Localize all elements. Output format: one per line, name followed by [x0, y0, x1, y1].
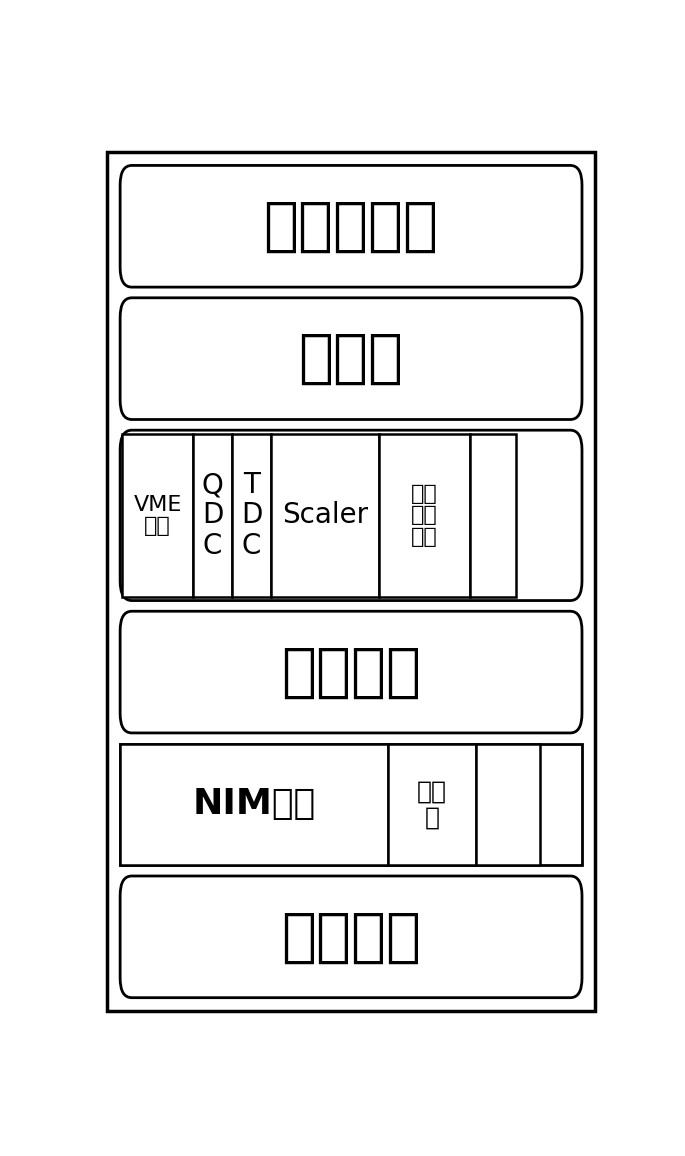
Bar	[379, 434, 470, 596]
FancyBboxPatch shape	[120, 612, 582, 733]
Text: Q
D
C: Q D C	[202, 472, 223, 560]
Text: NIM机笱: NIM机笱	[192, 787, 316, 822]
Text: 低阈
値籁
别器: 低阈 値籁 别器	[411, 483, 438, 547]
Text: VME
机笱: VME 机笱	[134, 495, 182, 536]
Bar	[232, 434, 271, 596]
FancyBboxPatch shape	[120, 430, 582, 601]
Text: 高压电源: 高压电源	[281, 909, 421, 965]
Text: 转换开关: 转换开关	[281, 644, 421, 701]
Bar	[271, 434, 379, 596]
Bar	[193, 434, 232, 596]
FancyBboxPatch shape	[120, 165, 582, 287]
FancyBboxPatch shape	[120, 298, 582, 420]
Bar	[120, 743, 388, 866]
FancyBboxPatch shape	[120, 876, 582, 998]
Text: Scaler: Scaler	[282, 502, 368, 529]
Text: T
D
C: T D C	[241, 472, 262, 560]
Bar	[120, 743, 582, 866]
Bar	[470, 434, 516, 596]
Bar	[122, 434, 193, 596]
Text: 示波器: 示波器	[299, 331, 403, 387]
Text: 信号发生器: 信号发生器	[264, 198, 438, 254]
Bar	[476, 743, 540, 866]
Text: 放大
器: 放大 器	[417, 779, 447, 829]
Bar	[388, 743, 476, 866]
